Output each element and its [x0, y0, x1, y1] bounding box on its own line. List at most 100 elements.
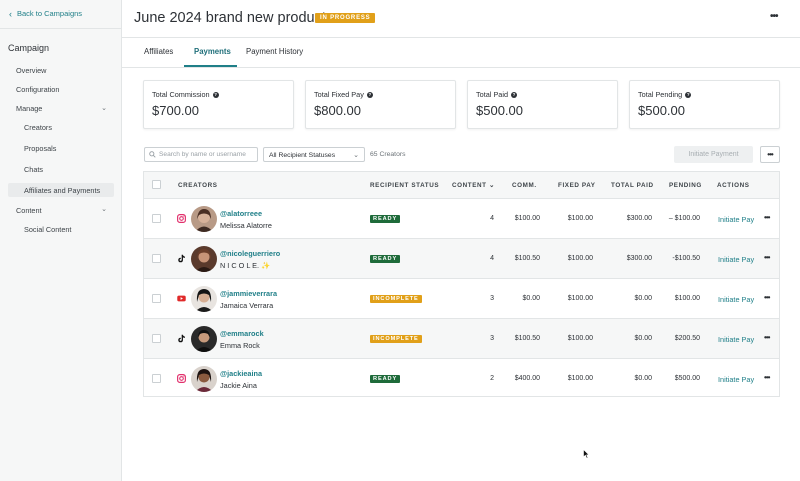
chevron-down-icon: ⌄: [489, 182, 495, 189]
initiate-pay-link[interactable]: Initiate Pay: [718, 255, 755, 264]
row-more-icon[interactable]: •••: [764, 333, 770, 342]
youtube-icon: [177, 295, 186, 302]
row-checkbox[interactable]: [152, 294, 161, 303]
commission-value: $100.50: [514, 255, 540, 262]
total-paid-value: $0.00: [634, 375, 652, 382]
tab-affiliates[interactable]: Affiliates: [144, 47, 174, 56]
initiate-pay-link[interactable]: Initiate Pay: [718, 375, 755, 384]
more-actions-button[interactable]: •••: [760, 146, 780, 163]
sidebar-item-proposals[interactable]: Proposals: [24, 144, 57, 153]
tiktok-icon: [178, 254, 185, 263]
card-value: $500.00: [476, 103, 523, 118]
creator-handle[interactable]: @nicoleguerriero: [220, 249, 281, 258]
row-more-icon[interactable]: •••: [764, 213, 770, 222]
select-all-checkbox[interactable]: [152, 180, 161, 189]
initiate-pay-link[interactable]: Initiate Pay: [718, 335, 755, 344]
info-icon[interactable]: ?: [366, 91, 373, 98]
table-row: @jammieverrara Jamaica Verrara INCOMPLET…: [144, 279, 779, 319]
col-content-label: CONTENT: [452, 182, 487, 189]
info-icon[interactable]: ?: [212, 91, 219, 98]
creator-handle[interactable]: @alatorreee: [220, 209, 262, 218]
card-label-text: Total Paid: [476, 90, 509, 99]
info-icon[interactable]: ?: [511, 91, 518, 98]
status-badge: IN PROGRESS: [315, 13, 376, 23]
search-icon: [149, 151, 156, 158]
avatar: [191, 366, 217, 392]
initiate-pay-link[interactable]: Initiate Pay: [718, 295, 755, 304]
pending-value: $500.00: [674, 375, 700, 382]
row-checkbox[interactable]: [152, 254, 161, 263]
row-checkbox[interactable]: [152, 334, 161, 343]
tab-payments[interactable]: Payments: [194, 47, 231, 56]
row-more-icon[interactable]: •••: [764, 373, 770, 382]
table-row: @alatorreee Melissa Alatorre READY 4 $10…: [144, 199, 779, 239]
sidebar-item-manage[interactable]: Manage: [16, 104, 116, 113]
sidebar-item-configuration[interactable]: Configuration: [16, 85, 60, 94]
more-options-icon[interactable]: •••: [770, 11, 778, 22]
commission-value: $400.00: [514, 375, 540, 382]
back-label: Back to Campaigns: [17, 9, 83, 18]
sidebar-title: Campaign: [8, 43, 50, 53]
search-box: [144, 147, 258, 162]
summary-card-total-paid: Total Paid? $500.00: [467, 80, 618, 129]
col-content[interactable]: CONTENT ⌄: [452, 182, 495, 189]
sidebar-item-chats[interactable]: Chats: [24, 165, 44, 174]
pending-value: $100.00: [674, 295, 700, 302]
card-value: $800.00: [314, 103, 361, 118]
fixed-pay-value: $100.00: [567, 335, 593, 342]
instagram-icon: [177, 214, 186, 223]
total-paid-value: $300.00: [626, 255, 652, 262]
col-actions: ACTIONS: [717, 182, 750, 189]
back-to-campaigns-link[interactable]: ‹ Back to Campaigns: [9, 9, 82, 18]
sidebar-item-affiliates-payments[interactable]: Affiliates and Payments: [24, 186, 101, 195]
creator-name: Emma Rock: [220, 341, 260, 350]
active-tab-indicator: [184, 65, 237, 67]
mouse-cursor-icon: [583, 449, 590, 459]
pending-value: -$100.50: [672, 255, 700, 262]
search-input[interactable]: [159, 151, 255, 158]
card-label: Total Pending?: [638, 90, 692, 99]
pending-value: $200.50: [674, 335, 700, 342]
card-value: $500.00: [638, 103, 685, 118]
creator-name: Jackie Aina: [220, 381, 257, 390]
creator-handle[interactable]: @jackieaina: [220, 369, 263, 378]
commission-value: $100.50: [514, 335, 540, 342]
tab-payment-history[interactable]: Payment History: [246, 47, 304, 56]
row-checkbox[interactable]: [152, 214, 161, 223]
fixed-pay-value: $100.00: [567, 295, 593, 302]
content-count: 3: [490, 335, 494, 342]
info-icon[interactable]: ?: [685, 91, 692, 98]
creators-table: CREATORS RECIPIENT STATUS CONTENT ⌄ COMM…: [143, 171, 780, 397]
initiate-pay-link[interactable]: Initiate Pay: [718, 215, 755, 224]
initiate-payment-button[interactable]: Initiate Payment: [674, 146, 753, 163]
creator-handle[interactable]: @emmarock: [220, 329, 264, 338]
sidebar-item-creators[interactable]: Creators: [24, 123, 52, 132]
col-creators: CREATORS: [178, 182, 218, 189]
sidebar-item-content[interactable]: Content: [16, 206, 42, 215]
table-row: @jackieaina Jackie Aina READY 2 $400.00 …: [144, 359, 779, 399]
row-checkbox[interactable]: [152, 374, 161, 383]
card-label-text: Total Pending: [638, 90, 683, 99]
sidebar-divider: [0, 28, 122, 29]
recipient-status-filter[interactable]: All Recipient Statuses ⌄: [263, 147, 365, 162]
card-label: Total Fixed Pay?: [314, 90, 373, 99]
tiktok-icon: [178, 334, 185, 343]
content-count: 3: [490, 295, 494, 302]
creators-count: 65 Creators: [370, 151, 406, 158]
row-more-icon[interactable]: •••: [764, 253, 770, 262]
chevron-left-icon: ‹: [9, 8, 12, 19]
sidebar-item-social-content[interactable]: Social Content: [24, 225, 72, 234]
row-more-icon[interactable]: •••: [764, 293, 770, 302]
chevron-down-icon: ⌄: [101, 206, 107, 213]
creator-handle[interactable]: @jammieverrara: [220, 289, 278, 298]
summary-card-total-commission: Total Commission? $700.00: [143, 80, 294, 129]
table-row: @emmarock Emma Rock INCOMPLETE 3 $100.50…: [144, 319, 779, 359]
instagram-icon: [177, 374, 186, 383]
fixed-pay-value: $100.00: [567, 375, 593, 382]
col-recipient-status: RECIPIENT STATUS: [370, 182, 440, 189]
commission-value: $100.00: [514, 215, 540, 222]
page-title: June 2024 brand new product: [134, 10, 326, 26]
creator-name: Jamaica Verrara: [220, 301, 274, 310]
total-paid-value: $300.00: [626, 215, 652, 222]
sidebar-item-overview[interactable]: Overview: [16, 66, 47, 75]
